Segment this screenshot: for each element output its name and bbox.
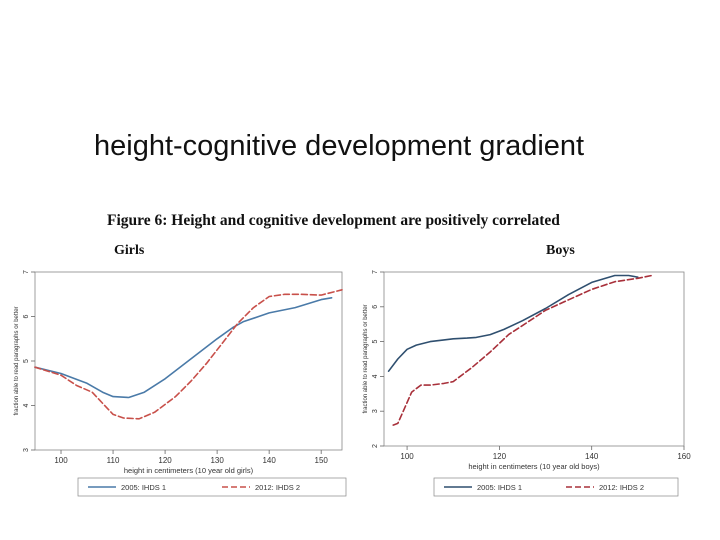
y-tick-label: 5 <box>372 340 379 344</box>
figure-title: Figure 6: Height and cognitive developme… <box>107 212 560 229</box>
x-tick-label: 140 <box>585 452 599 461</box>
y-axis-label: fraction able to read paragraphs or bett… <box>363 304 369 413</box>
x-axis-label: height in centimeters (10 year old girls… <box>124 466 254 475</box>
x-tick-label: 160 <box>677 452 691 461</box>
x-tick-label: 120 <box>493 452 507 461</box>
plot-frame <box>383 271 685 447</box>
x-tick-label: 130 <box>210 456 224 465</box>
x-tick-label: 100 <box>54 456 68 465</box>
girls-chart: 3 4 5 6 7 100 110 120 130 140 150 height in centime… <box>14 270 347 497</box>
x-tick-label: 100 <box>400 452 414 461</box>
series-line-1 <box>34 296 333 399</box>
legend-label-1: 2005: IHDS 1 <box>121 483 166 492</box>
slide-title: height-cognitive development gradient <box>94 130 585 162</box>
x-axis-label: height in centimeters (10 year old boys) <box>468 462 600 471</box>
y-tick-label: 2 <box>372 444 379 448</box>
y-tick-label: 4 <box>23 403 30 407</box>
boys-chart: 2 3 4 5 6 7 100 120 140 160 height in centimeters … <box>363 270 691 497</box>
y-axis-label: fraction able to read paragraphs or bett… <box>14 306 20 415</box>
legend-label-1: 2005: IHDS 1 <box>477 483 522 492</box>
y-tick-label: 7 <box>23 270 30 274</box>
series-line-1 <box>387 274 639 372</box>
x-tick-label: 150 <box>315 456 329 465</box>
y-tick-label: 4 <box>372 374 379 378</box>
legend-label-2: 2012: IHDS 2 <box>599 483 644 492</box>
series-line-2 <box>34 288 343 420</box>
panel-label-boys: Boys <box>546 243 575 258</box>
legend-box <box>77 477 347 497</box>
x-tick-label: 140 <box>262 456 276 465</box>
x-tick-label: 110 <box>107 456 120 465</box>
panel-label-girls: Girls <box>114 243 145 258</box>
legend-box <box>433 477 679 497</box>
y-tick-label: 3 <box>23 448 30 452</box>
x-tick-label: 120 <box>158 456 172 465</box>
y-tick-label: 7 <box>372 270 379 274</box>
legend-label-2: 2012: IHDS 2 <box>255 483 300 492</box>
y-tick-label: 3 <box>372 409 379 413</box>
y-tick-label: 6 <box>23 314 30 318</box>
series-line-2 <box>392 274 653 426</box>
y-tick-label: 5 <box>23 359 30 363</box>
y-tick-label: 6 <box>372 305 379 309</box>
